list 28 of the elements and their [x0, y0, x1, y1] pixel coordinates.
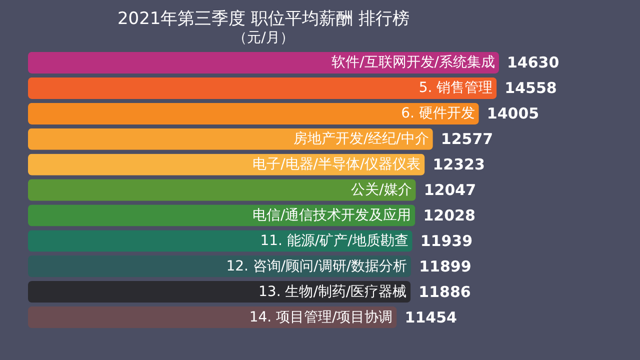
data-label: 12047	[424, 181, 476, 199]
chart-subtitle: （元/月）	[233, 30, 294, 46]
y-tick-label: 电信/通信技术开发及应用	[252, 207, 412, 224]
data-label: 14630	[507, 54, 560, 72]
bar	[28, 52, 499, 74]
data-label: 12323	[432, 156, 485, 174]
bar	[28, 77, 497, 99]
chart-title: 2021年第三季度 职位平均薪酬 排行榜	[117, 9, 410, 29]
y-tick-label: 软件/互联网开发/系统集成	[332, 54, 495, 71]
data-label: 11899	[419, 257, 472, 276]
data-label: 12028	[423, 206, 476, 224]
data-label: 14005	[486, 104, 540, 123]
data-label: 12577	[440, 130, 494, 148]
y-tick-label: 电子/电器/半导体/仪器仪表	[252, 156, 421, 173]
bar	[28, 102, 479, 124]
data-label: 11886	[418, 282, 471, 301]
y-tick-label: 14. 项目管理/项目协调	[249, 309, 393, 326]
y-tick-label: 公关/媒介	[351, 182, 412, 198]
bar	[28, 179, 416, 201]
y-tick-label: 11. 能源/矿产/地质勘查	[260, 232, 408, 249]
y-tick-label: 13. 生物/制药/医疗器械	[258, 284, 407, 300]
y-tick-label: 12. 咨询/顾问/调研/数据分析	[226, 258, 408, 274]
data-label: 11939	[420, 232, 473, 250]
data-label: 11454	[404, 308, 457, 326]
y-tick-label: 5. 销售管理	[418, 80, 493, 96]
y-tick-label: 6. 硬件开发	[401, 106, 475, 122]
y-tick-label: 房地产开发/经纪/中介	[293, 131, 429, 148]
data-label: 14558	[504, 79, 557, 98]
